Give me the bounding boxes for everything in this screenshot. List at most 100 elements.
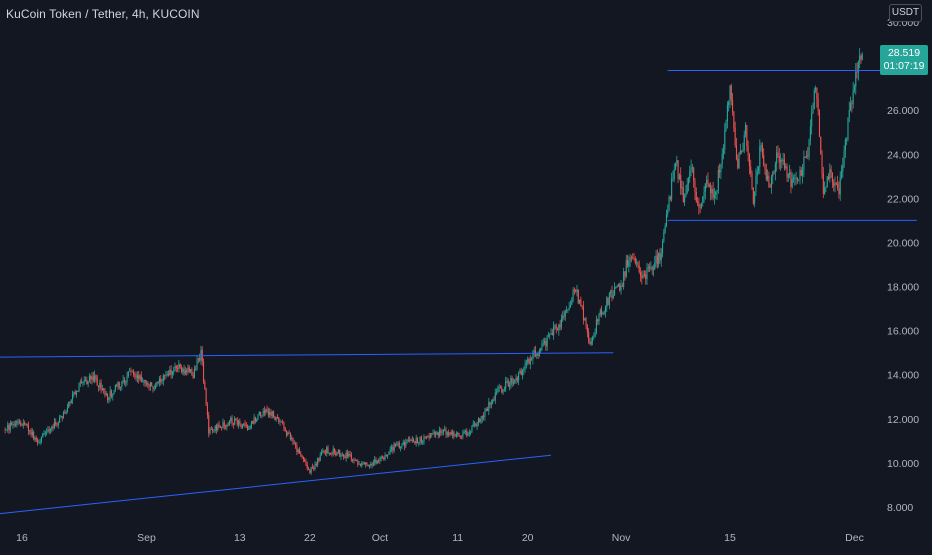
candle-body: [659, 252, 661, 261]
candle-body: [4, 428, 6, 430]
candle-body: [267, 410, 269, 416]
candle-body: [188, 367, 190, 372]
candle-body: [370, 463, 372, 466]
candle-body: [261, 415, 263, 417]
candle-body: [838, 188, 840, 195]
candle-body: [446, 432, 448, 435]
candle-body: [17, 421, 19, 423]
candle-body: [499, 386, 502, 389]
candle-body: [34, 438, 36, 440]
candle-body: [206, 405, 208, 416]
chart-title-text: KuCoin Token / Tether, 4h, KUCOIN: [6, 7, 200, 21]
candle-body: [5, 429, 7, 431]
candle-body: [12, 424, 14, 425]
candle-body: [479, 418, 481, 423]
candle-body: [227, 424, 229, 426]
candle-body: [678, 174, 680, 179]
candle-body: [90, 375, 92, 380]
candle-body: [388, 451, 390, 455]
candle-body: [348, 454, 350, 457]
candle-body: [770, 176, 773, 188]
time-tick-label: 13: [234, 532, 246, 544]
candle-body: [739, 150, 741, 153]
candle-body: [8, 424, 10, 431]
candle-body: [341, 454, 343, 456]
currency-label[interactable]: USDT: [889, 4, 922, 22]
candle-body: [49, 429, 52, 431]
candle-body: [562, 316, 564, 319]
candle-body: [792, 178, 795, 180]
candle-body: [350, 454, 352, 460]
time-tick-label: 16: [16, 532, 28, 544]
candle-body: [418, 442, 420, 444]
candle-body: [171, 371, 173, 375]
candle-body: [236, 420, 238, 425]
candle-body: [713, 194, 715, 198]
candle-body: [594, 332, 596, 337]
candle-body: [567, 309, 569, 311]
candle-body: [177, 368, 179, 370]
candle-body: [167, 373, 170, 376]
price-axis[interactable]: 30.00028.00026.00024.00022.00020.00018.0…: [887, 17, 919, 514]
candle-body: [9, 423, 11, 431]
candle-body: [254, 417, 256, 422]
candle-body: [464, 430, 467, 432]
candle-body: [64, 412, 66, 414]
candle-body: [180, 367, 183, 372]
candle-body: [182, 368, 184, 372]
candle-body: [37, 440, 39, 443]
trendline-2[interactable]: [0, 454, 552, 515]
candle-body: [602, 313, 604, 315]
candle-body: [204, 382, 206, 389]
candle-body: [667, 210, 669, 215]
candle-body: [547, 335, 549, 337]
candle-body: [633, 258, 635, 260]
candle-body: [48, 429, 50, 431]
candle-body: [104, 389, 106, 396]
candle-body: [88, 375, 90, 382]
candle-body: [235, 418, 237, 421]
candle-body: [831, 172, 833, 183]
candle-body: [191, 369, 193, 375]
candle-body: [354, 459, 356, 461]
candle-body: [7, 424, 9, 430]
candle-body: [520, 370, 522, 376]
candle-body: [301, 454, 303, 458]
candle-body: [481, 415, 483, 420]
candle-body: [161, 380, 163, 382]
candle-body: [707, 179, 709, 185]
candle-body: [333, 448, 336, 452]
candle-body: [716, 190, 718, 193]
candle-body: [118, 382, 120, 389]
candle-body: [774, 163, 776, 173]
candle-body: [575, 290, 577, 292]
candle-body: [428, 436, 430, 438]
candle-body: [582, 306, 585, 321]
time-axis[interactable]: 16Sep1322Oct1120Nov15Dec13: [16, 532, 932, 544]
candle-body: [117, 382, 119, 386]
candle-body: [174, 366, 176, 372]
candle-body: [219, 425, 221, 428]
trendline-1[interactable]: [0, 352, 614, 358]
candle-body: [815, 88, 817, 91]
candle-body: [249, 426, 251, 429]
candle-body: [625, 260, 627, 277]
candle-body: [846, 139, 848, 141]
candle-body: [339, 450, 341, 457]
candle-body: [197, 358, 199, 360]
candle-body: [857, 61, 859, 73]
candle-body: [151, 382, 153, 387]
candle-body: [795, 177, 797, 179]
candle-body: [614, 286, 616, 296]
candle-body: [95, 375, 97, 378]
candle-body: [523, 368, 525, 371]
candle-body: [374, 459, 376, 463]
candle-body: [406, 439, 408, 443]
candle-body: [645, 274, 647, 279]
candle-body: [94, 375, 96, 381]
candle-body: [536, 352, 538, 356]
candle-body: [776, 152, 778, 164]
candle-body: [149, 382, 151, 387]
